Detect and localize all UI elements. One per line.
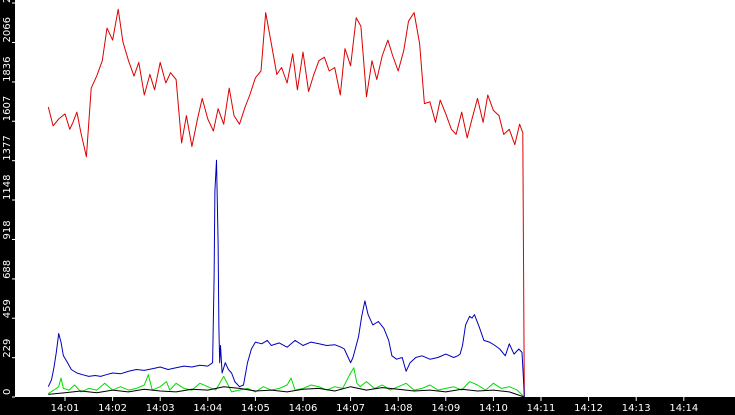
y-axis-band xyxy=(0,0,15,397)
y-tick-label: 2066 xyxy=(2,17,13,42)
y-tick-label: 918 xyxy=(2,220,13,239)
y-tick-label: 688 xyxy=(2,260,13,279)
x-axis: 14:01 14:02 14:03 14:04 14:05 14:06 14:07 14:08… xyxy=(51,397,698,414)
x-tick-label: 14:07 xyxy=(336,403,365,414)
x-tick-label: 14:09 xyxy=(431,403,460,414)
y-tick-label: 1148 xyxy=(2,175,13,200)
x-tick-label: 14:04 xyxy=(193,403,222,414)
series-line-3 xyxy=(48,367,525,398)
x-tick-label: 14:11 xyxy=(527,403,556,414)
series-line-1 xyxy=(47,8,525,398)
x-tick-label: 14:01 xyxy=(51,403,80,414)
y-tick-label: 229 xyxy=(2,339,13,358)
y-axis: 0 229 459 688 918 1148 1377 1607 1836 2066 2296 xyxy=(2,0,15,398)
y-tick-label: 1607 xyxy=(2,96,13,121)
x-tick-label: 14:14 xyxy=(669,403,698,414)
x-tick-label: 14:10 xyxy=(479,403,508,414)
x-tick-label: 14:12 xyxy=(574,403,603,414)
x-tick-label: 14:05 xyxy=(241,403,270,414)
y-tick-label: 0 xyxy=(2,389,13,395)
y-tick-label: 1377 xyxy=(2,135,13,160)
x-tick-label: 14:08 xyxy=(384,403,413,414)
x-tick-label: 14:06 xyxy=(289,403,318,414)
x-axis-band xyxy=(0,397,735,415)
x-tick-label: 14:02 xyxy=(98,403,127,414)
y-tick-label: 1836 xyxy=(2,56,13,81)
series-layer xyxy=(47,8,525,398)
x-tick-label: 14:13 xyxy=(622,403,651,414)
series-line-2 xyxy=(47,159,525,398)
y-tick-label: 2296 xyxy=(2,0,13,3)
x-tick-label: 14:03 xyxy=(146,403,175,414)
series-line-4 xyxy=(48,386,525,398)
y-tick-label: 459 xyxy=(2,299,13,318)
